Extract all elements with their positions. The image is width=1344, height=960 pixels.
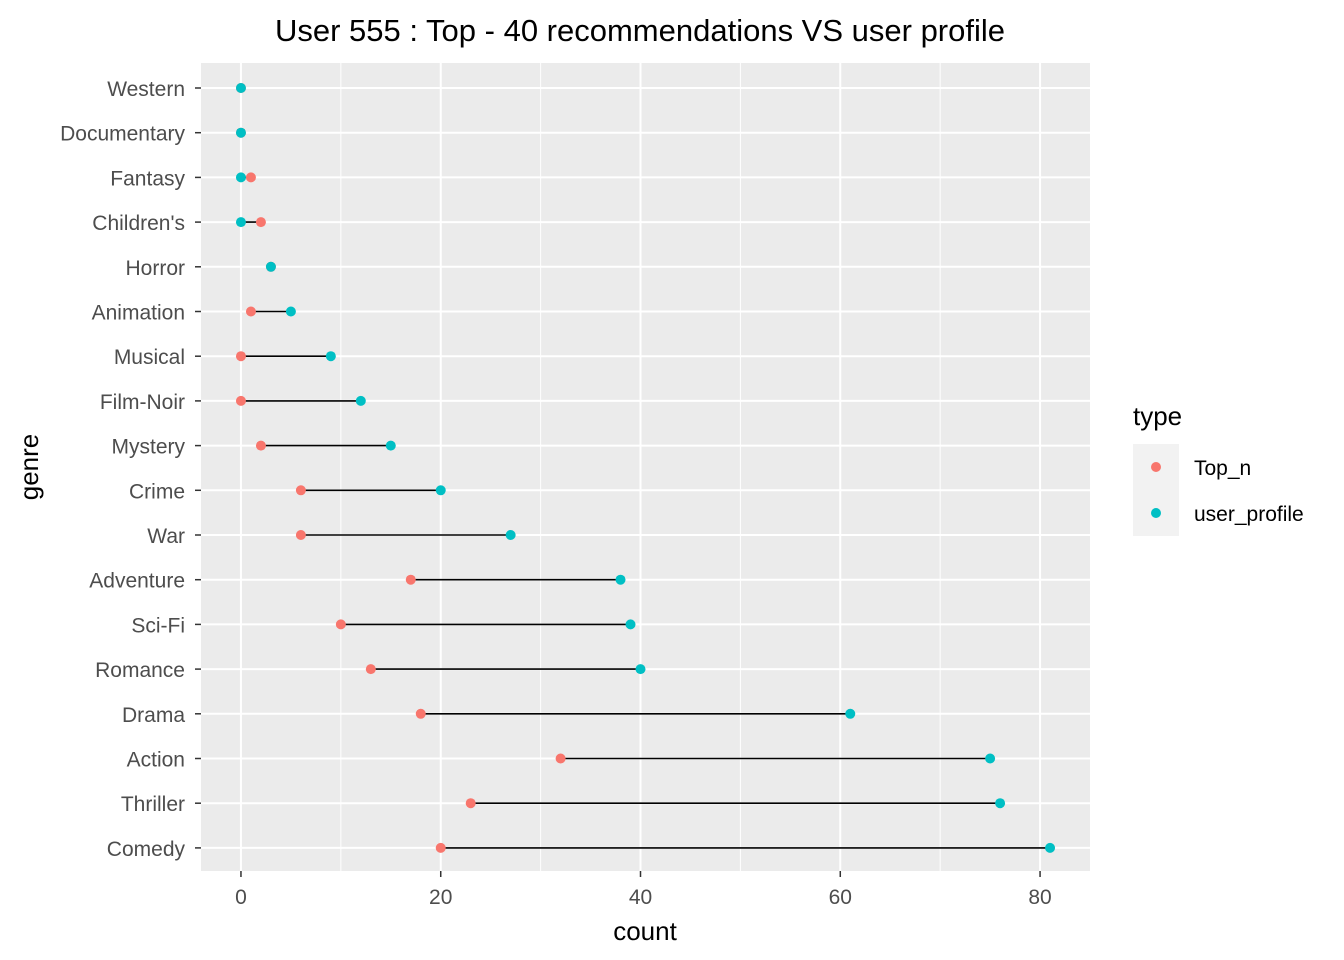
legend-marker: [1151, 508, 1161, 518]
y-tick-label: Animation: [92, 302, 185, 325]
point-user-profile: [985, 753, 996, 764]
legend-label: user_profile: [1194, 503, 1304, 526]
point-user-profile: [235, 217, 246, 228]
point-top-n: [435, 842, 446, 853]
point-user-profile: [635, 664, 646, 675]
y-tick-label: Documentary: [60, 123, 185, 146]
plot-panel: [201, 63, 1090, 871]
point-top-n: [295, 530, 306, 540]
point-user-profile: [625, 619, 636, 630]
point-top-n: [245, 306, 256, 317]
point-top-n: [245, 172, 256, 183]
point-user-profile: [235, 172, 246, 183]
point-top-n: [415, 708, 426, 719]
x-tick-label: 60: [829, 886, 852, 909]
point-top-n: [295, 485, 306, 496]
point-user-profile: [505, 530, 516, 540]
y-tick-label: Musical: [114, 346, 185, 369]
y-axis: Western Documentary Fantasy Children's Horro…: [60, 78, 201, 861]
point-top-n: [465, 798, 476, 809]
y-tick-label: Thriller: [121, 793, 185, 816]
point-top-n: [235, 395, 246, 406]
point-user-profile: [995, 798, 1006, 809]
x-axis: 0 20 40 60 80: [235, 871, 1052, 909]
legend: Top_n user_profile: [1133, 444, 1304, 536]
x-tick-label: 20: [429, 886, 452, 909]
point-user-profile: [385, 440, 396, 451]
point-user-profile: [1045, 842, 1056, 853]
y-axis-title: genre: [14, 434, 44, 501]
point-user-profile: [325, 351, 336, 362]
minor-gridlines: [340, 63, 941, 871]
point-user-profile: [265, 261, 276, 272]
x-tick-label: 40: [629, 886, 652, 909]
point-top-n: [255, 440, 266, 451]
y-tick-label: Adventure: [89, 570, 185, 593]
point-user-profile: [235, 83, 246, 93]
point-user-profile: [615, 574, 626, 585]
y-tick-label: Comedy: [107, 838, 186, 861]
data-points: [235, 83, 1056, 853]
point-top-n: [255, 217, 266, 228]
y-tick-label: Drama: [122, 704, 185, 727]
y-tick-label: Crime: [129, 480, 185, 503]
y-tick-label: Western: [107, 78, 185, 101]
point-top-n: [335, 619, 346, 630]
y-tick-label: War: [147, 525, 185, 548]
x-axis-title: count: [613, 916, 677, 946]
point-user-profile: [435, 485, 446, 496]
point-top-n: [555, 753, 566, 764]
legend-title: type: [1133, 401, 1182, 431]
y-tick-label: Sci-Fi: [131, 614, 185, 637]
point-user-profile: [285, 306, 296, 317]
y-tick-label: Fantasy: [110, 167, 185, 190]
point-user-profile: [355, 395, 366, 406]
dumbbell-segments: [240, 176, 1051, 849]
point-top-n: [365, 664, 376, 675]
legend-label: Top_n: [1194, 457, 1251, 480]
y-tick-label: Film-Noir: [100, 391, 185, 414]
y-tick-label: Action: [127, 749, 185, 772]
y-tick-label: Romance: [95, 659, 185, 682]
point-user-profile: [235, 127, 246, 138]
point-top-n: [405, 574, 416, 585]
y-tick-label: Children's: [92, 212, 185, 235]
y-tick-label: Mystery: [112, 436, 186, 459]
point-user-profile: [845, 708, 856, 719]
x-tick-label: 80: [1028, 886, 1051, 909]
x-tick-label: 0: [235, 886, 247, 909]
legend-marker: [1151, 462, 1161, 472]
point-top-n: [235, 351, 246, 362]
y-tick-label: Horror: [125, 257, 185, 280]
chart-title: User 555 : Top - 40 recommendations VS u…: [275, 13, 1005, 48]
